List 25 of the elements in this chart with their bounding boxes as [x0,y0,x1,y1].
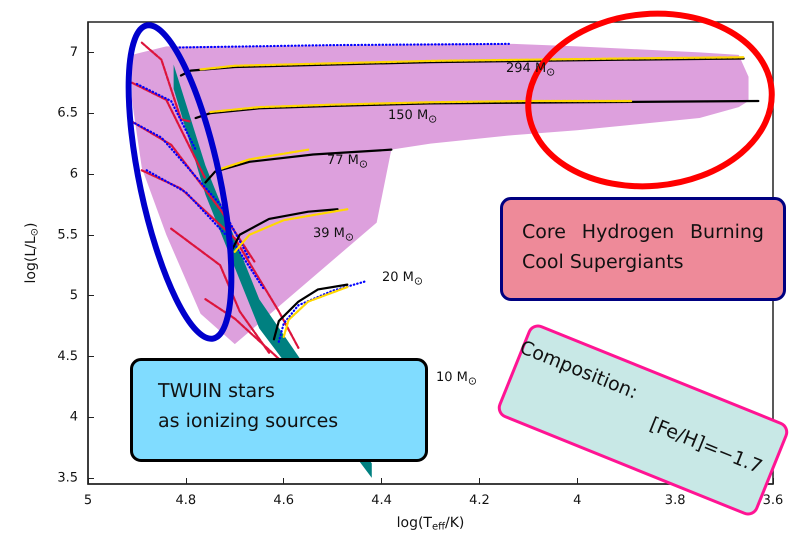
y-tick-label: 6.5 [57,106,78,121]
x-tick-label: 3.6 [762,493,784,508]
annotation: 150 M$_{⊙}$ [388,108,438,126]
x-tick-label: 3.8 [664,493,686,508]
annotation: TWUIN stars [158,380,275,402]
x-tick-label: 4.4 [371,493,392,508]
x-tick-label: 4.6 [273,493,294,508]
y-tick-label: 4.5 [57,348,78,364]
annotation: 10 M$_{⊙}$ [436,370,477,388]
x-tick-label: 5 [84,493,92,508]
annotation: 77 M$_{⊙}$ [327,153,368,171]
annotation: 39 M$_{⊙}$ [313,226,354,244]
annotation: 20 M$_{⊙}$ [382,270,423,288]
y-tick-label: 3.5 [57,470,78,486]
annotation: as ionizing sources [158,410,338,432]
x-tick-label: 4.2 [469,493,490,508]
y-tick-label: 5.5 [57,227,78,242]
y-tick-label: 7 [70,44,78,60]
x-tick-label: 4 [573,493,582,508]
x-tick-label: 4.8 [176,493,196,508]
y-tick-label: 5 [70,288,78,304]
y-tick-label: 6 [70,166,78,182]
y-tick-label: 4 [70,410,78,425]
annotation: Core Hydrogen Burning Cool Supergiants [521,220,765,275]
y-axis-title: log(L/L⊙) [23,222,40,284]
